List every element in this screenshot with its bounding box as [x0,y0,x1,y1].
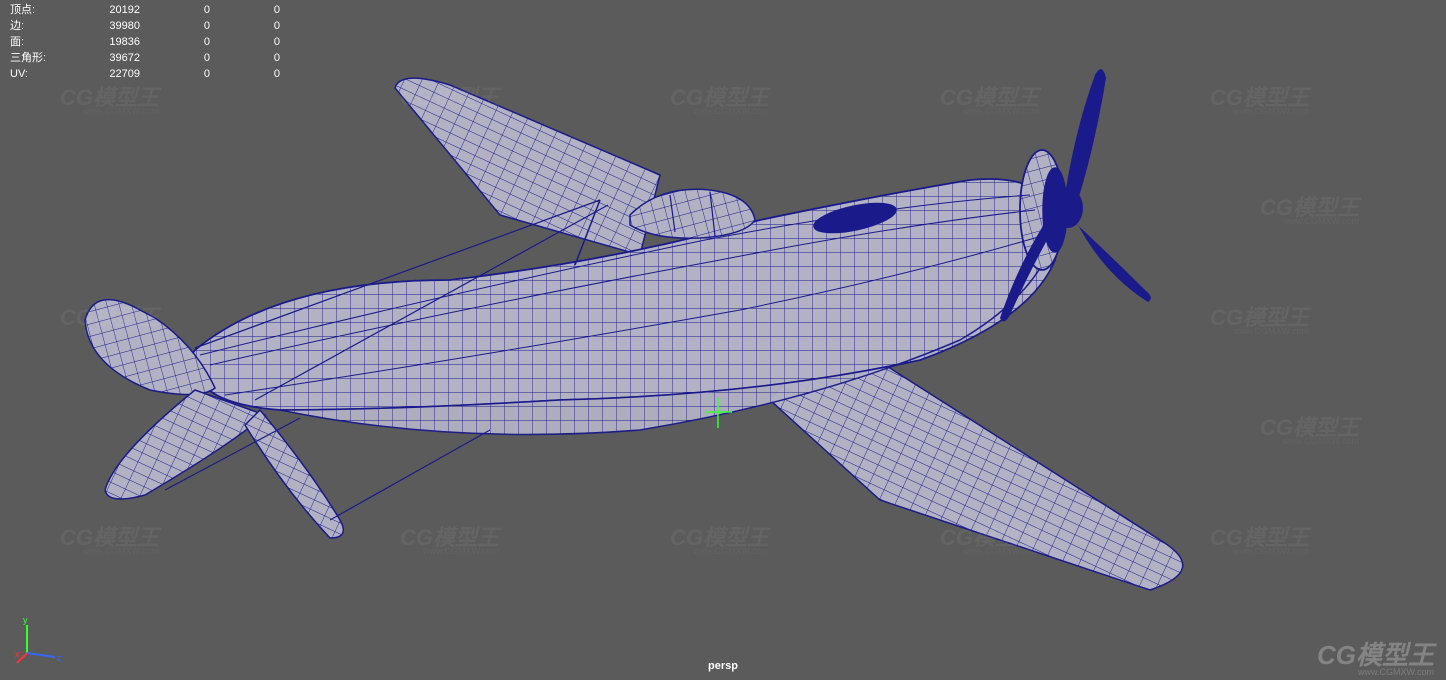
axis-z-label: z [57,653,62,663]
stats-row-faces: 面: 19836 0 0 [10,35,280,49]
stats-label: 边: [10,19,70,33]
stats-value: 0 [210,67,280,81]
axis-indicator: y z x [15,615,65,665]
axis-y-label: y [23,615,28,625]
camera-label: persp [708,660,738,672]
stats-value: 0 [140,51,210,65]
stats-value: 0 [140,3,210,17]
stats-value: 22709 [70,67,140,81]
stats-value: 20192 [70,3,140,17]
stats-value: 39672 [70,51,140,65]
stats-value: 0 [140,19,210,33]
stats-row-uvs: UV: 22709 0 0 [10,67,280,81]
stats-value: 0 [140,35,210,49]
stats-value: 39980 [70,19,140,33]
stats-row-tris: 三角形: 39672 0 0 [10,51,280,65]
poly-stats-panel: 顶点: 20192 0 0 边: 39980 0 0 面: 19836 0 0 … [10,3,280,83]
wireframe-model[interactable] [0,0,1446,680]
stats-value: 0 [210,51,280,65]
stats-value: 0 [210,3,280,17]
stats-row-edges: 边: 39980 0 0 [10,19,280,33]
stats-value: 0 [210,35,280,49]
stats-label: 面: [10,35,70,49]
stats-label: UV: [10,67,70,81]
stats-label: 三角形: [10,51,70,65]
axis-x-label: x [15,649,20,659]
stats-value: 0 [140,67,210,81]
stats-value: 19836 [70,35,140,49]
stats-row-verts: 顶点: 20192 0 0 [10,3,280,17]
viewport-3d[interactable]: 顶点: 20192 0 0 边: 39980 0 0 面: 19836 0 0 … [0,0,1446,680]
stats-value: 0 [210,19,280,33]
stats-label: 顶点: [10,3,70,17]
